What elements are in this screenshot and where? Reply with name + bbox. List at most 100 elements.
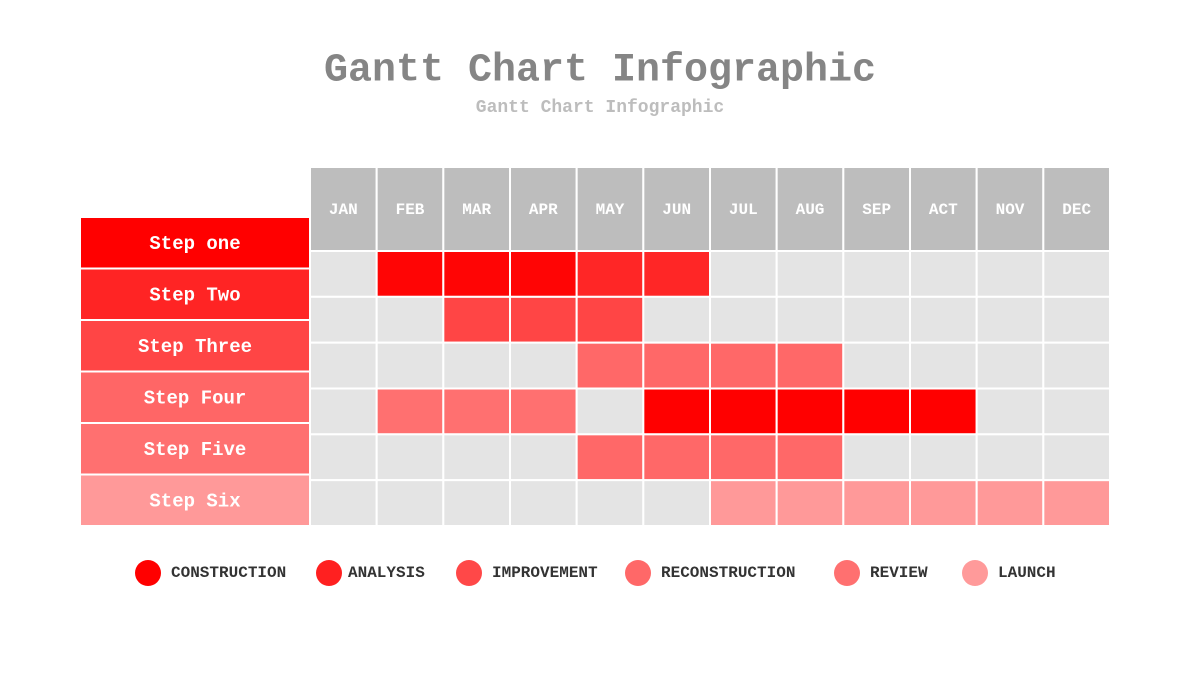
month-header (909, 166, 978, 252)
empty-cell (309, 387, 378, 436)
month-header (775, 166, 845, 252)
task-cell (642, 250, 711, 298)
month-label: DEC (1062, 201, 1091, 219)
month-label: SEP (862, 201, 891, 219)
empty-cell (1042, 433, 1112, 482)
task-cell (442, 295, 512, 344)
task-cell (642, 433, 711, 482)
month-label: NOV (996, 201, 1025, 219)
empty-cell (442, 433, 512, 482)
task-cell (709, 433, 778, 482)
month-label: MAY (596, 201, 625, 219)
task-cell (775, 341, 845, 390)
legend-label: RECONSTRUCTION (661, 564, 795, 582)
empty-cell (309, 433, 378, 482)
month-header (442, 166, 512, 252)
task-cell (975, 479, 1045, 527)
step-label: Step Three (138, 336, 252, 358)
month-header (309, 166, 378, 252)
legend-label: CONSTRUCTION (171, 564, 286, 582)
empty-cell (575, 479, 645, 527)
empty-cell (309, 295, 378, 344)
task-cell (575, 341, 645, 390)
empty-cell (842, 341, 911, 390)
month-label: ACT (929, 201, 958, 219)
empty-cell (975, 295, 1045, 344)
step-label: Step Six (149, 490, 240, 512)
empty-cell (375, 479, 445, 527)
empty-cell (909, 250, 978, 298)
empty-cell (909, 295, 978, 344)
step-label: Step Two (149, 284, 240, 306)
task-cell (842, 387, 911, 436)
month-header (375, 166, 445, 252)
task-cell (709, 479, 778, 527)
empty-cell (842, 295, 911, 344)
empty-cell (909, 433, 978, 482)
task-cell (1042, 479, 1112, 527)
task-cell (442, 387, 512, 436)
empty-cell (375, 341, 445, 390)
empty-cell (509, 433, 578, 482)
empty-cell (509, 341, 578, 390)
empty-cell (575, 387, 645, 436)
task-cell (509, 387, 578, 436)
task-cell (575, 295, 645, 344)
month-header (842, 166, 911, 252)
step-label: Step one (149, 233, 240, 255)
empty-cell (309, 479, 378, 527)
task-cell (842, 479, 911, 527)
subtitle: Gantt Chart Infographic (476, 98, 724, 118)
empty-cell (375, 295, 445, 344)
empty-cell (375, 433, 445, 482)
empty-cell (842, 250, 911, 298)
step-box (79, 319, 311, 373)
month-label: APR (529, 201, 558, 219)
empty-cell (442, 479, 512, 527)
legend-dot (135, 560, 161, 586)
month-label: AUG (796, 201, 825, 219)
task-cell (575, 250, 645, 298)
empty-cell (909, 341, 978, 390)
task-cell (709, 341, 778, 390)
title: Gantt Chart Infographic (324, 49, 876, 94)
month-label: JUL (729, 201, 758, 219)
legend-label: LAUNCH (998, 564, 1056, 582)
task-cell (775, 433, 845, 482)
legend-dot (962, 560, 988, 586)
step-box (79, 473, 311, 527)
task-cell (909, 479, 978, 527)
task-cell (375, 387, 445, 436)
step-box (79, 216, 311, 270)
empty-cell (642, 295, 711, 344)
empty-cell (775, 250, 845, 298)
task-cell (575, 433, 645, 482)
empty-cell (975, 250, 1045, 298)
empty-cell (842, 433, 911, 482)
empty-cell (1042, 387, 1112, 436)
empty-cell (442, 341, 512, 390)
legend-label: REVIEW (870, 564, 928, 582)
legend-label: IMPROVEMENT (492, 564, 598, 582)
legend-dot (316, 560, 342, 586)
empty-cell (709, 250, 778, 298)
task-cell (909, 387, 978, 436)
empty-cell (775, 295, 845, 344)
empty-cell (975, 387, 1045, 436)
task-cell (775, 479, 845, 527)
empty-cell (975, 341, 1045, 390)
empty-cell (642, 479, 711, 527)
step-box (79, 267, 311, 321)
step-label: Step Five (144, 439, 247, 461)
empty-cell (509, 479, 578, 527)
task-cell (509, 250, 578, 298)
legend-dot (625, 560, 651, 586)
empty-cell (1042, 250, 1112, 298)
task-cell (709, 387, 778, 436)
task-cell (509, 295, 578, 344)
step-label: Step Four (144, 387, 247, 409)
task-cell (775, 387, 845, 436)
empty-cell (709, 295, 778, 344)
empty-cell (1042, 295, 1112, 344)
empty-cell (1042, 341, 1112, 390)
